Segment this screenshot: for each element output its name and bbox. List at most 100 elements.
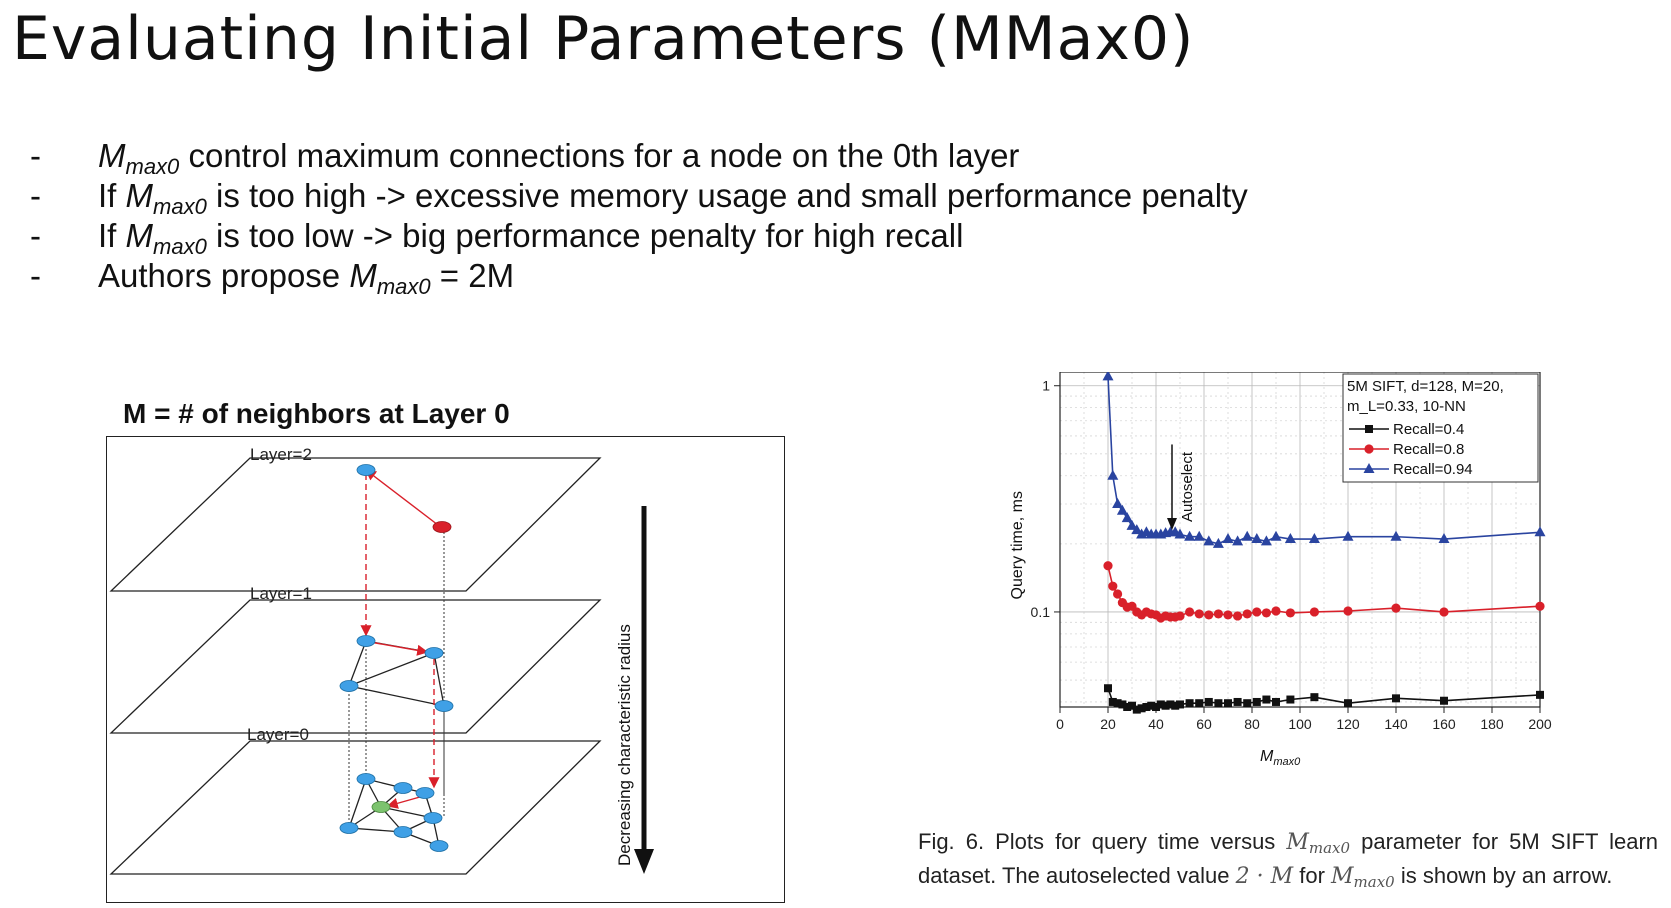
data-point xyxy=(1222,533,1234,544)
math-symbol: M xyxy=(98,137,126,174)
data-point xyxy=(1251,533,1263,544)
bullet-dash: - xyxy=(30,137,41,174)
x-tick-label: 20 xyxy=(1100,716,1116,732)
data-point xyxy=(1271,606,1281,616)
bullet-dash: - xyxy=(30,177,41,214)
data-point xyxy=(1392,694,1400,703)
data-point xyxy=(1223,610,1233,620)
data-point xyxy=(1132,705,1141,714)
data-point xyxy=(1118,700,1127,709)
data-point xyxy=(1123,703,1132,711)
x-tick-label: 60 xyxy=(1196,716,1212,732)
data-point xyxy=(1121,512,1133,523)
data-point xyxy=(1102,372,1114,381)
data-point xyxy=(1344,699,1352,708)
x-tick-label: 80 xyxy=(1244,716,1260,732)
diagram-title: M = # of neighbors at Layer 0 xyxy=(123,398,510,429)
data-point xyxy=(1108,581,1118,591)
data-point xyxy=(1260,535,1272,546)
data-point xyxy=(1534,526,1546,537)
figure-caption: Fig. 6. Plots for query time versus Mmax… xyxy=(918,829,1659,891)
x-tick-label: 120 xyxy=(1336,716,1360,732)
math-subscript: max0 xyxy=(153,234,207,259)
data-point xyxy=(1212,537,1224,548)
data-point xyxy=(1131,524,1143,535)
data-point xyxy=(1107,469,1119,480)
autoselect-arrowhead xyxy=(1167,518,1177,531)
x-tick-label: 180 xyxy=(1480,716,1504,732)
chart-legend: 5M SIFT, d=128, M=20, m_L=0.33, 10-NN Re… xyxy=(1342,373,1539,483)
data-point xyxy=(1195,699,1204,708)
slide-title: Evaluating Initial Parameters (MMax0) xyxy=(12,4,1195,74)
autoselect-label: Autoselect xyxy=(1179,451,1196,522)
data-point xyxy=(1439,607,1449,617)
data-point xyxy=(1241,530,1253,541)
data-point xyxy=(1284,533,1296,544)
legend-label: Recall=0.8 xyxy=(1393,441,1464,458)
data-point xyxy=(1214,699,1223,708)
y-axis-title: Query time, ms xyxy=(1009,491,1026,599)
data-point xyxy=(1175,611,1185,621)
layer-2-plane xyxy=(109,457,602,592)
data-point xyxy=(1243,699,1252,708)
data-point xyxy=(1137,704,1146,713)
bullet-dash: - xyxy=(30,257,41,294)
data-point xyxy=(1203,535,1215,546)
y-tick-label: 0.1 xyxy=(1031,604,1051,620)
data-point xyxy=(1224,699,1232,708)
data-point xyxy=(1252,607,1262,617)
math-subscript: max0 xyxy=(376,274,431,299)
graph-nodes xyxy=(339,464,454,852)
data-point xyxy=(1438,533,1450,544)
data-point xyxy=(1184,530,1196,541)
data-point xyxy=(1193,530,1205,541)
legend-header-line1: 5M SIFT, d=128, M=20, xyxy=(1347,378,1504,395)
data-point xyxy=(1233,697,1242,706)
data-point xyxy=(1270,530,1282,541)
series-Recall=0.8 xyxy=(1103,561,1545,623)
query-time-chart: 0 20 40 60 80 100 120 140 160 180 200 1 0.1 Autosele… xyxy=(1009,372,1552,768)
legend-marker xyxy=(1364,444,1374,454)
x-tick-label: 200 xyxy=(1528,716,1552,732)
data-point xyxy=(1440,696,1448,705)
data-point xyxy=(1342,530,1354,541)
data-point xyxy=(1391,603,1401,613)
series-Recall=0.94 xyxy=(1102,372,1546,548)
math-symbol: M xyxy=(125,217,154,254)
data-point xyxy=(1536,690,1544,699)
legend-label: Recall=0.4 xyxy=(1393,421,1464,438)
data-point xyxy=(1213,609,1223,619)
data-point xyxy=(1286,695,1295,704)
legend-header-line2: m_L=0.33, 10-NN xyxy=(1347,398,1466,415)
math-subscript: max0 xyxy=(153,194,207,219)
data-point xyxy=(1232,535,1244,546)
math-symbol: M xyxy=(349,257,377,294)
data-point xyxy=(1113,589,1123,599)
data-point xyxy=(1343,606,1353,616)
legend-box xyxy=(1342,373,1539,483)
data-point xyxy=(1308,533,1320,544)
x-tick-label: 140 xyxy=(1384,716,1408,732)
data-point xyxy=(1233,611,1243,621)
data-point xyxy=(1104,684,1112,693)
math-symbol: M xyxy=(125,177,154,214)
data-point xyxy=(1535,601,1545,611)
diagram-frame xyxy=(106,436,785,903)
legend-marker xyxy=(1363,463,1375,473)
data-point xyxy=(1147,701,1156,710)
data-point xyxy=(1103,561,1113,571)
legend-marker xyxy=(1365,425,1373,433)
data-point xyxy=(1310,693,1319,702)
data-point xyxy=(1126,519,1138,530)
down-arrow-icon xyxy=(634,506,654,874)
data-point xyxy=(1161,701,1170,710)
data-point xyxy=(1252,697,1261,706)
data-point xyxy=(1261,608,1271,618)
x-axis-title: Mmax0 xyxy=(1260,748,1301,768)
data-point xyxy=(1242,609,1252,619)
data-point xyxy=(1185,607,1195,617)
projection-lines xyxy=(348,528,445,828)
data-point xyxy=(1171,701,1180,710)
x-tick-label: 0 xyxy=(1056,716,1064,732)
data-point xyxy=(1174,528,1186,539)
